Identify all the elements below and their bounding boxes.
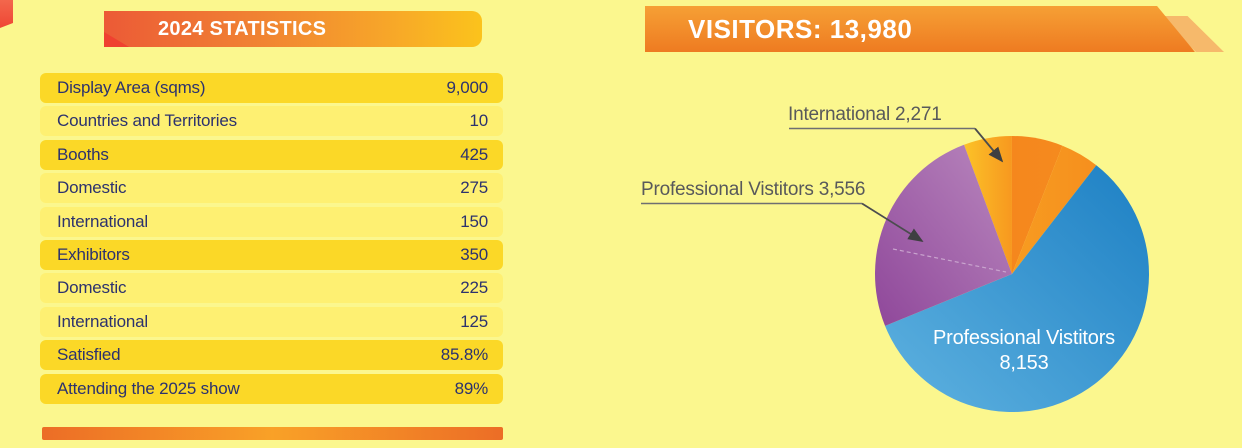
blue-slice-inside-label: Professional Vistitors 8,153 bbox=[914, 326, 1134, 376]
row-value: 9,000 bbox=[446, 78, 488, 97]
visitors-banner bbox=[645, 6, 1195, 52]
pie-slice-orange-band1 bbox=[964, 136, 1012, 274]
pie-slice-purple bbox=[875, 144, 1012, 326]
dashed-leader-line bbox=[892, 248, 1007, 273]
international-callout-label: International 2,271 bbox=[788, 104, 942, 125]
statistics-ribbon-title: 2024 STATISTICS bbox=[158, 18, 327, 40]
corner-ribbon-fragment bbox=[0, 0, 13, 28]
row-label: International bbox=[57, 311, 148, 331]
row-label: Domestic bbox=[57, 278, 127, 298]
row-label: International bbox=[57, 211, 148, 231]
table-row: International 125 bbox=[40, 306, 503, 337]
row-value: 10 bbox=[469, 111, 488, 131]
row-value: 150 bbox=[460, 211, 488, 231]
blue-slice-label-line1: Professional Vistitors bbox=[933, 327, 1115, 349]
row-label: Domestic bbox=[57, 178, 127, 198]
table-row: Exhibitors 350 bbox=[40, 239, 503, 270]
visitors-banner-title: VISITORS: 13,980 bbox=[688, 14, 913, 44]
stats-table: Display Area (sqms) 9,000 Countries and Te… bbox=[40, 73, 503, 407]
row-value: 275 bbox=[460, 178, 488, 198]
blue-slice-label-line2: 8,153 bbox=[999, 352, 1049, 374]
table-row: International 150 bbox=[40, 206, 503, 237]
table-row: Domestic 225 bbox=[40, 273, 503, 304]
row-value: 225 bbox=[460, 278, 488, 298]
row-label: Display Area (sqms) bbox=[57, 78, 206, 97]
professional-purple-callout-label: Professional Vistitors 3,556 bbox=[641, 179, 866, 200]
table-row: Domestic 275 bbox=[40, 173, 503, 204]
pie-slice-blue bbox=[885, 165, 1150, 413]
table-row: Booths 425 bbox=[40, 139, 503, 170]
row-value: 89% bbox=[454, 378, 489, 398]
row-value: 125 bbox=[460, 311, 488, 331]
row-label: Satisfied bbox=[57, 345, 121, 365]
international-callout-arrow bbox=[974, 127, 1004, 163]
row-label: Booths bbox=[57, 144, 109, 164]
pie-slice-orange-band3 bbox=[1012, 145, 1097, 274]
row-value: 85.8% bbox=[440, 345, 488, 365]
row-value: 350 bbox=[460, 244, 488, 264]
row-label: Attending the 2025 show bbox=[57, 378, 240, 398]
pie-slices bbox=[875, 135, 1150, 413]
row-value: 425 bbox=[460, 144, 488, 164]
table-row: Attending the 2025 show 89% bbox=[40, 373, 503, 404]
bottom-accent-bar bbox=[42, 427, 503, 440]
professional-callout-arrow bbox=[861, 202, 924, 242]
row-label: Exhibitors bbox=[57, 244, 130, 264]
table-row: Countries and Territories 10 bbox=[40, 106, 503, 137]
table-row: Satisfied 85.8% bbox=[40, 340, 503, 371]
statistics-ribbon bbox=[104, 11, 482, 47]
table-row: Display Area (sqms) 9,000 bbox=[40, 73, 503, 103]
row-label: Countries and Territories bbox=[57, 111, 237, 131]
pie-slice-orange-band2 bbox=[1011, 135, 1063, 274]
